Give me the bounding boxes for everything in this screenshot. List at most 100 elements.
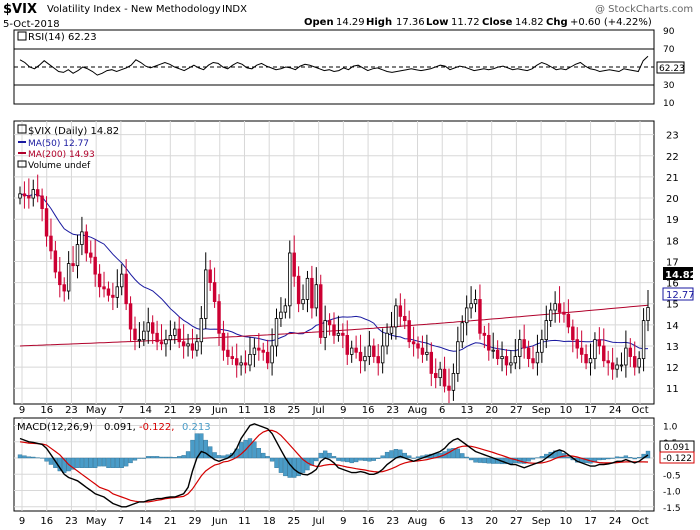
price-tick-label: 17 — [666, 257, 679, 268]
x-tick-label: 25 — [288, 405, 301, 416]
x-tick-label-macd: 13 — [461, 516, 474, 527]
price-layer — [18, 174, 650, 403]
candle-body — [464, 307, 469, 324]
rsi-tick-label: 10 — [663, 99, 675, 109]
x-tick-label-macd: 17 — [584, 516, 597, 527]
macd-histogram-bar — [451, 448, 456, 459]
candle-body — [234, 358, 239, 366]
macd-histogram-bar — [327, 452, 332, 459]
macd-histogram-bar — [172, 457, 177, 459]
candle-body — [89, 252, 93, 258]
macd-histogram-bar — [367, 457, 372, 462]
candle-body — [637, 358, 641, 368]
macd-histogram-bar — [601, 457, 606, 460]
macd-histogram-bar — [526, 457, 531, 462]
macd-histogram-bar — [75, 457, 80, 468]
candle-body — [482, 332, 487, 336]
signal-last-tag: -0.122 — [659, 451, 695, 464]
volume-legend-swatch — [17, 160, 27, 168]
macd-histogram-bar — [93, 457, 98, 468]
x-tick-label: 23 — [386, 405, 399, 416]
candle-body — [323, 320, 327, 338]
candle-body — [518, 339, 522, 357]
macd-histogram-bar — [274, 457, 279, 468]
chart-date: 5-Oct-2018 — [3, 19, 60, 30]
candle-body — [62, 284, 66, 292]
close-label: Close — [482, 17, 513, 28]
price-tick-label: 21 — [666, 173, 679, 184]
macd-histogram-bar — [146, 456, 151, 459]
macd-histogram-bar — [159, 456, 164, 459]
macd-histogram-bar — [464, 456, 469, 459]
macd-histogram-bar — [177, 456, 182, 459]
x-tick-label-macd: 27 — [510, 516, 523, 527]
macd-histogram-bar — [411, 457, 416, 459]
low-value: 11.72 — [451, 17, 480, 28]
candle-body — [624, 347, 628, 366]
macd-histogram-bar — [384, 451, 390, 459]
x-tick-label-macd: 20 — [485, 516, 498, 527]
candle-body — [199, 318, 204, 343]
candle-body — [469, 303, 473, 309]
macd-histogram-bar — [168, 456, 173, 459]
candle-body — [531, 358, 535, 364]
macd-legend-name: MACD(12,26,9) — [17, 422, 93, 433]
macd-histogram-bar — [22, 455, 27, 459]
x-tick-label-macd: 7 — [118, 516, 124, 527]
grid-layer — [14, 121, 654, 511]
candle-body — [226, 349, 230, 357]
price-tick-label: 20 — [666, 194, 679, 205]
macd-histogram-bar — [623, 455, 629, 459]
candle-body — [588, 358, 593, 364]
macd-histogram-bar — [353, 457, 359, 463]
x-tick-label: 10 — [559, 405, 572, 416]
candle-body — [633, 356, 637, 368]
macd-histogram-bar — [128, 457, 133, 464]
macd-histogram-bar — [154, 456, 160, 459]
candle-body — [447, 385, 451, 391]
macd-histogram-bar — [632, 457, 637, 460]
candle-body — [509, 362, 513, 366]
macd-histogram-bar — [221, 455, 226, 459]
price-tick-label: 13 — [666, 342, 679, 353]
chg-label: Chg — [546, 17, 568, 28]
candle-body — [372, 345, 376, 357]
candle-body — [341, 332, 345, 336]
macd-histogram-bar — [48, 457, 54, 465]
macd-tick-label: -0.5 — [663, 471, 681, 481]
x-tick-label-macd: Jun — [211, 516, 228, 527]
candle-body — [411, 341, 416, 345]
candle-body — [35, 189, 40, 197]
candle-body — [142, 330, 146, 341]
candle-body — [190, 343, 195, 351]
macd-histogram-bar — [150, 456, 155, 459]
x-tick-label: 13 — [461, 405, 474, 416]
candle-body — [177, 328, 181, 343]
x-tick-label: Jun — [211, 405, 228, 416]
candle-body — [566, 313, 571, 328]
x-tick-label: Oct — [631, 405, 648, 416]
macd-histogram-bar — [557, 450, 562, 459]
candle-body — [438, 368, 442, 379]
macd-tick-label: 1.0 — [663, 423, 678, 433]
macd-histogram-bar — [322, 450, 328, 459]
macd-histogram-bar — [610, 457, 615, 459]
candle-body — [84, 231, 89, 254]
x-tick-label-macd: 24 — [609, 516, 622, 527]
macd-histogram-bar — [185, 451, 191, 459]
candle-body — [181, 341, 186, 347]
price-legend: $VIX (Daily) 14.82 MA(50) 12.77 MA(200) … — [17, 124, 119, 171]
candle-body — [407, 320, 411, 343]
open-label: Open — [304, 17, 334, 28]
candle-body — [389, 326, 394, 334]
x-tick-label-macd: 16 — [362, 516, 375, 527]
ma50-tag: 12.77 — [662, 287, 695, 301]
macd-histogram-bar — [163, 456, 169, 459]
candle-body — [239, 362, 243, 366]
macd-histogram-bar — [460, 453, 465, 459]
rsi-tick-label: 70 — [663, 45, 675, 55]
candle-body — [327, 320, 332, 326]
candle-body — [146, 322, 150, 332]
candle-body — [257, 347, 261, 351]
macd-histogram-bar — [380, 455, 385, 459]
